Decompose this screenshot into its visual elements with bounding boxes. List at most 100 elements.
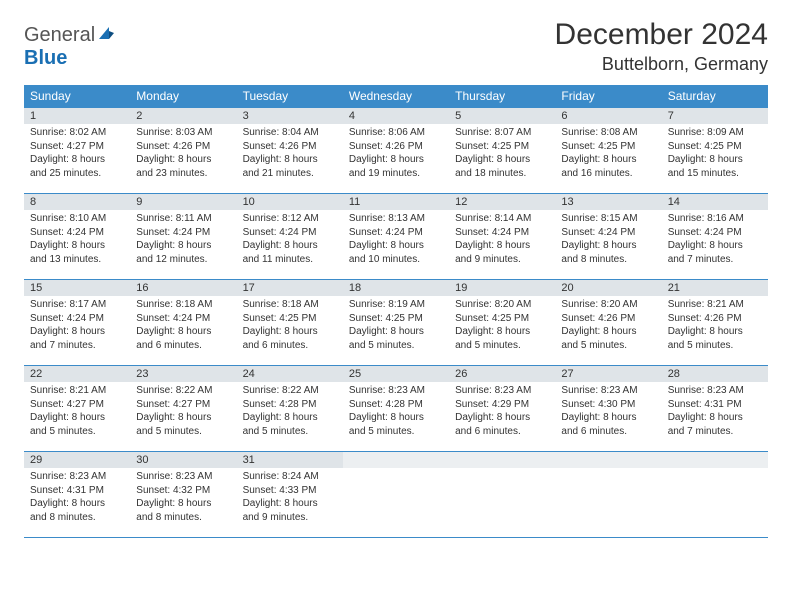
- day-content: Sunrise: 8:23 AMSunset: 4:30 PMDaylight:…: [555, 382, 661, 442]
- calendar-cell: [449, 452, 555, 538]
- sunrise-line: Sunrise: 8:08 AM: [561, 126, 655, 140]
- sunset-line: Sunset: 4:32 PM: [136, 484, 230, 498]
- sunset-line: Sunset: 4:24 PM: [455, 226, 549, 240]
- sunset-line: Sunset: 4:25 PM: [455, 140, 549, 154]
- daylight-line: Daylight: 8 hours and 5 minutes.: [30, 411, 124, 438]
- day-number: 27: [555, 366, 661, 382]
- day-content: Sunrise: 8:20 AMSunset: 4:26 PMDaylight:…: [555, 296, 661, 356]
- calendar-cell: 22Sunrise: 8:21 AMSunset: 4:27 PMDayligh…: [24, 366, 130, 452]
- daylight-line: Daylight: 8 hours and 5 minutes.: [136, 411, 230, 438]
- daylight-line: Daylight: 8 hours and 5 minutes.: [243, 411, 337, 438]
- day-number: 19: [449, 280, 555, 296]
- sunrise-line: Sunrise: 8:18 AM: [136, 298, 230, 312]
- day-number: 11: [343, 194, 449, 210]
- day-content: Sunrise: 8:10 AMSunset: 4:24 PMDaylight:…: [24, 210, 130, 270]
- sunset-line: Sunset: 4:24 PM: [243, 226, 337, 240]
- sunset-line: Sunset: 4:26 PM: [561, 312, 655, 326]
- day-content: Sunrise: 8:18 AMSunset: 4:25 PMDaylight:…: [237, 296, 343, 356]
- calendar-body: 1Sunrise: 8:02 AMSunset: 4:27 PMDaylight…: [24, 108, 768, 538]
- day-content: Sunrise: 8:23 AMSunset: 4:29 PMDaylight:…: [449, 382, 555, 442]
- sunrise-line: Sunrise: 8:11 AM: [136, 212, 230, 226]
- logo-text-blue: Blue: [24, 47, 67, 69]
- sunrise-line: Sunrise: 8:22 AM: [136, 384, 230, 398]
- day-number: 25: [343, 366, 449, 382]
- sunset-line: Sunset: 4:31 PM: [668, 398, 762, 412]
- daylight-line: Daylight: 8 hours and 8 minutes.: [30, 497, 124, 524]
- day-number: 10: [237, 194, 343, 210]
- dayname-header: Monday: [130, 85, 236, 108]
- daylight-line: Daylight: 8 hours and 7 minutes.: [668, 239, 762, 266]
- calendar-cell: 16Sunrise: 8:18 AMSunset: 4:24 PMDayligh…: [130, 280, 236, 366]
- sunset-line: Sunset: 4:33 PM: [243, 484, 337, 498]
- sunset-line: Sunset: 4:27 PM: [30, 140, 124, 154]
- day-content: Sunrise: 8:06 AMSunset: 4:26 PMDaylight:…: [343, 124, 449, 184]
- day-content: Sunrise: 8:02 AMSunset: 4:27 PMDaylight:…: [24, 124, 130, 184]
- sunset-line: Sunset: 4:26 PM: [668, 312, 762, 326]
- day-content: Sunrise: 8:19 AMSunset: 4:25 PMDaylight:…: [343, 296, 449, 356]
- day-content: Sunrise: 8:04 AMSunset: 4:26 PMDaylight:…: [237, 124, 343, 184]
- daylight-line: Daylight: 8 hours and 12 minutes.: [136, 239, 230, 266]
- day-content: Sunrise: 8:16 AMSunset: 4:24 PMDaylight:…: [662, 210, 768, 270]
- calendar-cell: 12Sunrise: 8:14 AMSunset: 4:24 PMDayligh…: [449, 194, 555, 280]
- day-content: Sunrise: 8:22 AMSunset: 4:27 PMDaylight:…: [130, 382, 236, 442]
- day-number: 6: [555, 108, 661, 124]
- sunrise-line: Sunrise: 8:16 AM: [668, 212, 762, 226]
- day-content: Sunrise: 8:13 AMSunset: 4:24 PMDaylight:…: [343, 210, 449, 270]
- sunrise-line: Sunrise: 8:12 AM: [243, 212, 337, 226]
- sunrise-line: Sunrise: 8:03 AM: [136, 126, 230, 140]
- day-content: Sunrise: 8:14 AMSunset: 4:24 PMDaylight:…: [449, 210, 555, 270]
- sunrise-line: Sunrise: 8:04 AM: [243, 126, 337, 140]
- sunrise-line: Sunrise: 8:18 AM: [243, 298, 337, 312]
- page-header: General Blue December 2024 Buttelborn, G…: [24, 18, 768, 75]
- calendar-cell: 14Sunrise: 8:16 AMSunset: 4:24 PMDayligh…: [662, 194, 768, 280]
- daylight-line: Daylight: 8 hours and 6 minutes.: [561, 411, 655, 438]
- daylight-line: Daylight: 8 hours and 16 minutes.: [561, 153, 655, 180]
- day-content: Sunrise: 8:21 AMSunset: 4:27 PMDaylight:…: [24, 382, 130, 442]
- sunset-line: Sunset: 4:24 PM: [136, 226, 230, 240]
- calendar-cell: [662, 452, 768, 538]
- calendar-cell: 6 Sunrise: 8:08 AMSunset: 4:25 PMDaylight…: [555, 108, 661, 194]
- sunrise-line: Sunrise: 8:13 AM: [349, 212, 443, 226]
- day-number: 7: [662, 108, 768, 124]
- daylight-line: Daylight: 8 hours and 25 minutes.: [30, 153, 124, 180]
- sunset-line: Sunset: 4:25 PM: [561, 140, 655, 154]
- sunrise-line: Sunrise: 8:15 AM: [561, 212, 655, 226]
- calendar-table: SundayMondayTuesdayWednesdayThursdayFrid…: [24, 85, 768, 538]
- daylight-line: Daylight: 8 hours and 5 minutes.: [349, 411, 443, 438]
- daylight-line: Daylight: 8 hours and 15 minutes.: [668, 153, 762, 180]
- daylight-line: Daylight: 8 hours and 9 minutes.: [243, 497, 337, 524]
- sunset-line: Sunset: 4:26 PM: [349, 140, 443, 154]
- day-number: 24: [237, 366, 343, 382]
- calendar-cell: 19Sunrise: 8:20 AMSunset: 4:25 PMDayligh…: [449, 280, 555, 366]
- day-content: Sunrise: 8:03 AMSunset: 4:26 PMDaylight:…: [130, 124, 236, 184]
- calendar-cell: [343, 452, 449, 538]
- sunrise-line: Sunrise: 8:20 AM: [561, 298, 655, 312]
- day-number: 18: [343, 280, 449, 296]
- sunset-line: Sunset: 4:24 PM: [668, 226, 762, 240]
- daylight-line: Daylight: 8 hours and 19 minutes.: [349, 153, 443, 180]
- sunset-line: Sunset: 4:25 PM: [243, 312, 337, 326]
- sunrise-line: Sunrise: 8:21 AM: [30, 384, 124, 398]
- day-content: Sunrise: 8:21 AMSunset: 4:26 PMDaylight:…: [662, 296, 768, 356]
- daylight-line: Daylight: 8 hours and 9 minutes.: [455, 239, 549, 266]
- dayname-header: Tuesday: [237, 85, 343, 108]
- sunrise-line: Sunrise: 8:19 AM: [349, 298, 443, 312]
- sunset-line: Sunset: 4:25 PM: [668, 140, 762, 154]
- sunrise-line: Sunrise: 8:10 AM: [30, 212, 124, 226]
- calendar-cell: 9Sunrise: 8:11 AMSunset: 4:24 PMDaylight…: [130, 194, 236, 280]
- day-number: 1: [24, 108, 130, 124]
- calendar-cell: 11Sunrise: 8:13 AMSunset: 4:24 PMDayligh…: [343, 194, 449, 280]
- sunset-line: Sunset: 4:25 PM: [455, 312, 549, 326]
- daylight-line: Daylight: 8 hours and 10 minutes.: [349, 239, 443, 266]
- day-content: Sunrise: 8:23 AMSunset: 4:31 PMDaylight:…: [662, 382, 768, 442]
- day-number: 3: [237, 108, 343, 124]
- day-number: 5: [449, 108, 555, 124]
- sunrise-line: Sunrise: 8:23 AM: [561, 384, 655, 398]
- sunrise-line: Sunrise: 8:23 AM: [455, 384, 549, 398]
- day-content: Sunrise: 8:23 AMSunset: 4:28 PMDaylight:…: [343, 382, 449, 442]
- daylight-line: Daylight: 8 hours and 11 minutes.: [243, 239, 337, 266]
- calendar-cell: 23Sunrise: 8:22 AMSunset: 4:27 PMDayligh…: [130, 366, 236, 452]
- day-content: Sunrise: 8:20 AMSunset: 4:25 PMDaylight:…: [449, 296, 555, 356]
- month-title: December 2024: [555, 18, 768, 52]
- logo: General Blue: [24, 18, 115, 70]
